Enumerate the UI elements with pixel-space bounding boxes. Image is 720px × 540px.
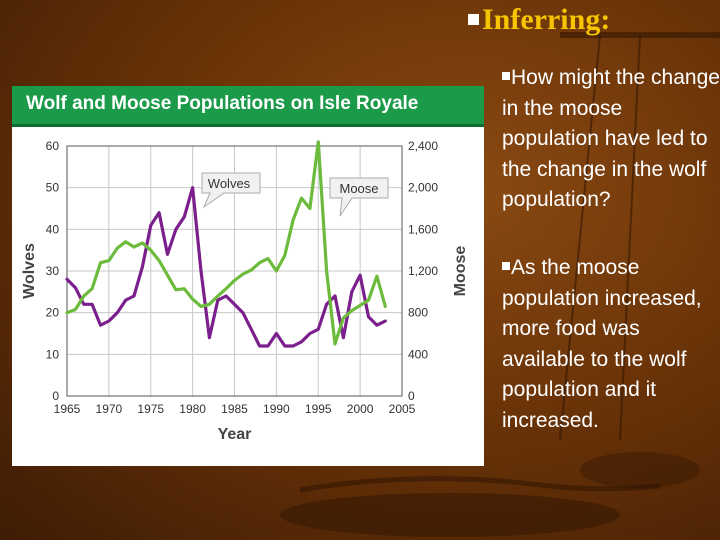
plot-area-border bbox=[66, 145, 403, 397]
x-tick-label: 1965 bbox=[54, 402, 81, 416]
y-left-tick-label: 20 bbox=[46, 306, 60, 320]
callout-box-wolves bbox=[201, 172, 261, 209]
y-left-tick-label: 40 bbox=[46, 222, 60, 236]
x-tick-label: 2005 bbox=[389, 402, 416, 416]
callout-label-wolves: Wolves bbox=[208, 176, 251, 191]
y-right-tick-label: 0 bbox=[408, 389, 415, 403]
y-right-tick-label: 800 bbox=[408, 306, 428, 320]
bullet-icon bbox=[502, 262, 510, 271]
x-tick-label: 1970 bbox=[96, 402, 123, 416]
chart-header: Wolf and Moose Populations on Isle Royal… bbox=[12, 86, 484, 127]
x-tick-label: 1975 bbox=[137, 402, 164, 416]
series-line-moose bbox=[65, 140, 387, 346]
bullet-icon bbox=[468, 13, 479, 25]
slide-title-text: Inferring: bbox=[482, 3, 611, 36]
chart-panel: Wolf and Moose Populations on Isle Royal… bbox=[12, 86, 484, 466]
y-left-tick-label: 50 bbox=[46, 181, 60, 195]
x-tick-label: 1990 bbox=[263, 402, 290, 416]
y-right-tick-label: 400 bbox=[408, 347, 428, 361]
bullet-icon bbox=[502, 72, 510, 81]
y-right-tick-label: 2,400 bbox=[408, 139, 438, 153]
x-axis-label: Year bbox=[218, 426, 252, 443]
y-left-tick-label: 10 bbox=[46, 347, 60, 361]
x-tick-label: 1995 bbox=[305, 402, 332, 416]
y-left-axis-label: Wolves bbox=[21, 243, 38, 299]
chart-title: Wolf and Moose Populations on Isle Royal… bbox=[26, 93, 419, 114]
y-left-tick-label: 60 bbox=[46, 139, 60, 153]
answer-paragraph: As the moose population increased, more … bbox=[502, 253, 712, 436]
question-paragraph: How might the change in the moose popula… bbox=[502, 63, 720, 216]
x-tick-label: 1980 bbox=[179, 402, 206, 416]
y-left-tick-label: 0 bbox=[52, 389, 59, 403]
series-line-wolves bbox=[65, 186, 387, 348]
callout-label-moose: Moose bbox=[339, 181, 378, 196]
line-chart: 1965 1970 1975 1980 1985 1990 1995 2000 20050102… bbox=[21, 139, 469, 443]
slide-title: Inferring: bbox=[468, 2, 610, 38]
y-left-tick-label: 30 bbox=[46, 264, 60, 278]
y-right-tick-label: 2,000 bbox=[408, 181, 438, 195]
y-right-tick-label: 1,200 bbox=[408, 264, 438, 278]
x-tick-label: 2000 bbox=[347, 402, 374, 416]
question-text: How might the change in the moose popula… bbox=[502, 66, 720, 211]
y-right-tick-label: 1,600 bbox=[408, 222, 438, 236]
x-tick-label: 1985 bbox=[221, 402, 248, 416]
y-right-axis-label: Moose bbox=[452, 246, 469, 297]
answer-text: As the moose population increased, more … bbox=[502, 256, 702, 432]
callout-box-moose bbox=[329, 177, 389, 217]
